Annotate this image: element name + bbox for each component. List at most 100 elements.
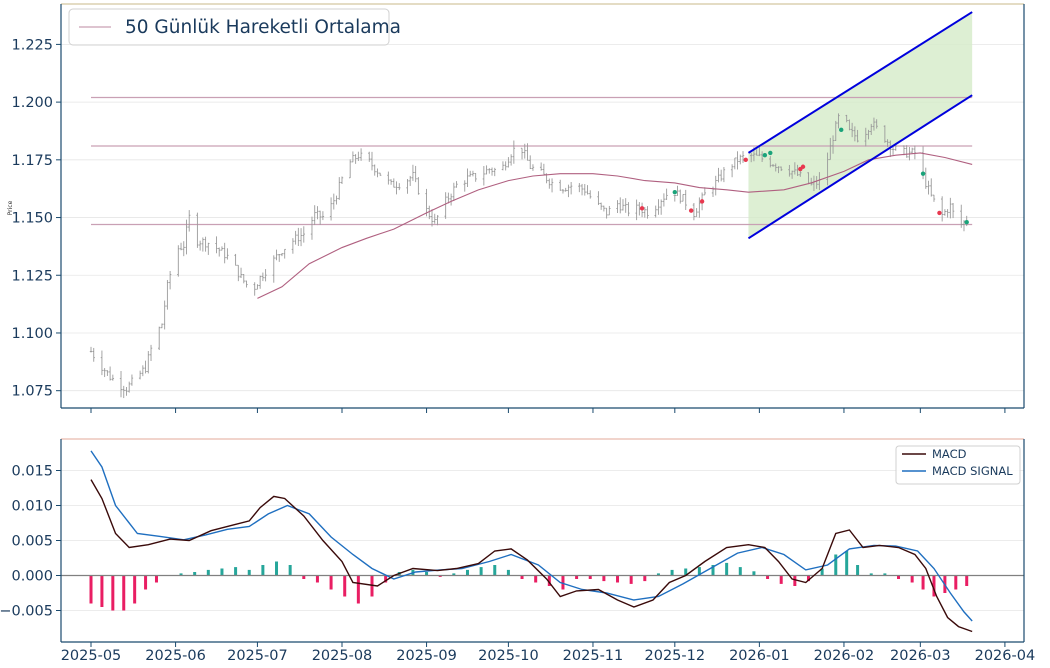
buy-marker: [672, 189, 678, 195]
macd-legend-label: MACD: [932, 447, 967, 461]
macd-legend-box: [895, 445, 1021, 485]
macd-histogram-bar: [897, 575, 901, 579]
macd-y-tick-label: −0.005: [0, 604, 53, 620]
macd-histogram-bar: [261, 565, 265, 576]
macd-histogram-bar: [602, 575, 606, 582]
price-legend-box: [68, 8, 390, 46]
price-plot-area: [61, 4, 1024, 408]
macd-histogram-bar: [122, 575, 126, 611]
macd-histogram-bar: [111, 575, 115, 611]
macd-line: [90, 479, 973, 633]
macd-histogram-bar: [479, 567, 483, 576]
sell-marker: [639, 206, 645, 211]
macd-histogram-bar: [697, 567, 701, 576]
price-y-tick-label: 1.150: [11, 211, 53, 227]
macd-x-tick-label: 2025-12: [645, 648, 706, 664]
macd-histogram-bar: [154, 575, 158, 583]
macd-histogram-bar: [766, 575, 770, 579]
macd-legend: MACD MACD SIGNAL: [895, 445, 1021, 485]
macd-histogram-bar: [275, 561, 279, 576]
macd-x-tick-label: 2025-06: [145, 648, 206, 664]
price-legend-label: 50 Günlük Hareketli Ortalama: [125, 17, 401, 38]
macd-histogram-bar: [315, 575, 319, 583]
macd-panel: −0.005 0.000 0.005 0.010 0.015 2025-05 2025-06…: [0, 438, 1036, 664]
channel-upper-line: [747, 11, 973, 154]
macd-histogram-bar: [820, 568, 824, 576]
buy-marker: [920, 171, 926, 176]
macd-y-tick-label: 0.000: [11, 569, 53, 585]
macd-histogram-bar: [575, 575, 579, 579]
macd-histogram-bar: [329, 575, 333, 590]
macd-histogram-bar: [302, 575, 306, 579]
macd-histogram-bar: [965, 575, 969, 586]
macd-histogram-bar: [656, 573, 660, 576]
macd-histogram-bar: [711, 565, 715, 576]
price-panel: 1.075 1.100 1.125 1.150 1.175 1.200 1.225 Price…: [7, 3, 1025, 413]
macd-histogram-bar: [356, 575, 360, 604]
macd-histogram-bar: [856, 565, 860, 576]
macd-x-tick-label: 2026-02: [814, 648, 875, 664]
macd-histogram-bar: [725, 562, 729, 576]
macd-histogram-bar: [465, 569, 469, 576]
macd-x-tick-label: 2026-01: [729, 648, 790, 664]
price-y-tick-label: 1.075: [11, 384, 53, 400]
macd-x-tick-label: 2025-10: [478, 648, 539, 664]
macd-histogram-bar: [670, 569, 674, 576]
macd-x-tick-label: 2026-04: [975, 648, 1036, 664]
macd-histogram-bar: [845, 551, 849, 576]
buy-marker: [964, 219, 969, 225]
macd-histogram-bar: [89, 575, 93, 604]
price-legend: 50 Günlük Hareketli Ortalama: [68, 8, 401, 46]
macd-y-tick-label: 0.005: [11, 534, 53, 550]
price-y-tick-label: 1.100: [11, 326, 53, 342]
macd-histogram-bar: [932, 575, 936, 597]
macd-histogram-bar: [779, 575, 783, 584]
macd-x-tick-label: 2025-05: [61, 648, 122, 664]
macd-histogram-bar: [452, 573, 456, 576]
macd-histogram-bar: [806, 575, 810, 582]
macd-histogram-bar: [520, 575, 524, 579]
macd-histogram-bar: [793, 575, 797, 586]
macd-histogram-bar: [954, 575, 958, 590]
moving-average-line: [257, 152, 973, 299]
macd-histogram-bar: [220, 568, 224, 576]
sell-marker: [743, 157, 748, 163]
macd-y-tick-label: 0.010: [11, 499, 53, 515]
macd-x-tick-label: 2025-09: [396, 648, 457, 664]
macd-histogram-bar: [438, 575, 442, 577]
macd-histogram-bar: [206, 569, 210, 576]
macd-histogram-bar: [834, 554, 838, 576]
macd-histogram-bar: [588, 575, 592, 579]
sell-marker: [699, 199, 705, 204]
macd-x-tick-label: 2025-11: [563, 648, 624, 664]
signal-legend-label: MACD SIGNAL: [932, 464, 1013, 478]
macd-histogram-bar: [561, 575, 565, 590]
channel-lower-line: [747, 94, 973, 240]
sell-marker: [937, 210, 942, 216]
price-y-tick-label: 1.125: [11, 268, 53, 284]
macd-histogram-bar: [629, 575, 633, 584]
macd-histogram-bar: [193, 572, 197, 576]
macd-histogram-bar: [883, 573, 887, 576]
macd-histogram-bar: [547, 575, 551, 586]
macd-histogram-bar: [247, 569, 251, 576]
macd-x-tick-label: 2025-07: [227, 648, 288, 664]
macd-histogram-bar: [643, 575, 647, 582]
buy-marker: [839, 127, 844, 133]
macd-x-tick-label: 2025-08: [312, 648, 373, 664]
price-y-tick-label: 1.200: [11, 95, 53, 111]
macd-histogram-bar: [738, 567, 742, 576]
buy-marker: [768, 150, 773, 156]
macd-histogram-bar: [100, 575, 104, 607]
macd-histogram-bar: [616, 575, 620, 583]
price-y-tick-label: 1.225: [11, 37, 53, 53]
macd-histogram-bar: [370, 575, 374, 597]
channel-fill: [748, 12, 973, 239]
macd-histogram-bar: [869, 573, 873, 576]
macd-histogram-bar: [384, 575, 388, 583]
macd-histogram-bar: [133, 575, 137, 604]
buy-marker: [762, 153, 768, 158]
sell-marker: [800, 164, 806, 169]
